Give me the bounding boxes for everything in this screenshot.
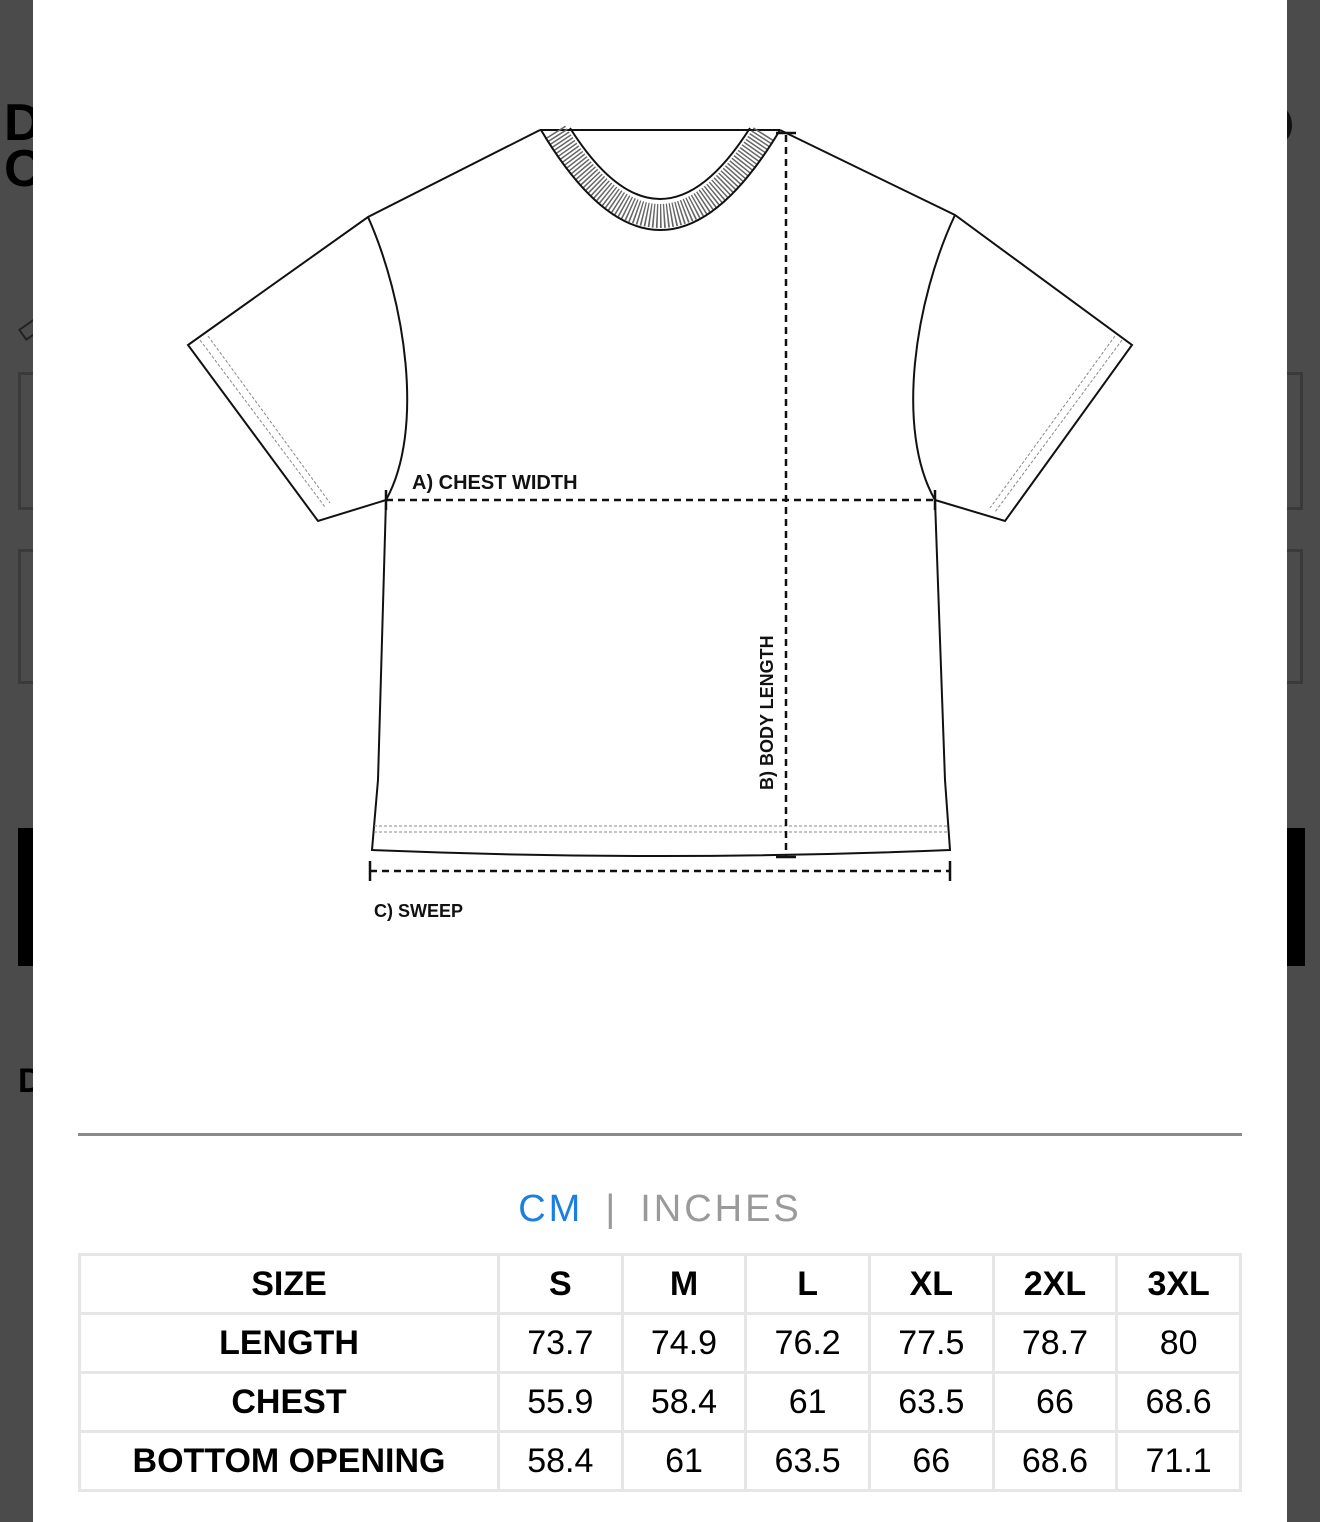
table-cell: 78.7 — [991, 1312, 1119, 1374]
collar-rib — [544, 125, 776, 228]
header-cell: 3XL — [1115, 1253, 1242, 1315]
chest-width-label: A) CHEST WIDTH — [412, 472, 578, 494]
table-cell: 74.9 — [620, 1312, 748, 1374]
row-label: BOTTOM OPENING — [78, 1430, 500, 1492]
table-cell: 58.4 — [620, 1371, 748, 1433]
sweep-label: C) SWEEP — [374, 901, 463, 921]
table-cell: 66 — [867, 1430, 995, 1492]
table-cell: 63.5 — [744, 1430, 871, 1492]
tshirt-outline — [186, 129, 1134, 857]
table-cell: 76.2 — [744, 1312, 871, 1374]
table-cell: 66 — [991, 1371, 1119, 1433]
table-cell: 61 — [620, 1430, 748, 1492]
table-row: BOTTOM OPENING 58.4 61 63.5 66 68.6 71.1 — [78, 1430, 1242, 1492]
unit-separator: | — [605, 1188, 619, 1230]
stitching — [199, 335, 1123, 833]
table-cell: 58.4 — [497, 1430, 624, 1492]
size-chart-table: SIZE S M L XL 2XL 3XL LENGTH 73.7 74.9 7… — [78, 1253, 1242, 1492]
unit-cm-button[interactable]: CM — [518, 1188, 584, 1230]
header-cell: 2XL — [991, 1253, 1119, 1315]
header-cell: S — [497, 1253, 624, 1315]
table-cell: 68.6 — [1115, 1371, 1242, 1433]
table-cell: 77.5 — [867, 1312, 995, 1374]
header-cell: XL — [867, 1253, 995, 1315]
table-cell: 73.7 — [497, 1312, 624, 1374]
table-cell: 63.5 — [867, 1371, 995, 1433]
body-length-label: B) BODY LENGTH — [757, 635, 777, 790]
header-cell: M — [620, 1253, 748, 1315]
tshirt-measurement-diagram: A) CHEST WIDTH B) BODY LENGTH C) SWEEP — [186, 125, 1134, 921]
table-cell: 80 — [1115, 1312, 1242, 1374]
table-cell: 61 — [744, 1371, 871, 1433]
table-row: LENGTH 73.7 74.9 76.2 77.5 78.7 80 — [78, 1312, 1242, 1374]
unit-toggle: CM | INCHES — [0, 1188, 1320, 1231]
table-row: CHEST 55.9 58.4 61 63.5 66 68.6 — [78, 1371, 1242, 1433]
table-cell: 55.9 — [497, 1371, 624, 1433]
row-label: LENGTH — [78, 1312, 500, 1374]
table-cell: 71.1 — [1115, 1430, 1242, 1492]
divider — [78, 1133, 1242, 1136]
table-cell: 68.6 — [991, 1430, 1119, 1492]
header-cell: L — [744, 1253, 871, 1315]
unit-inches-button[interactable]: INCHES — [640, 1188, 802, 1230]
row-label: CHEST — [78, 1371, 500, 1433]
header-cell: SIZE — [78, 1253, 500, 1315]
table-header-row: SIZE S M L XL 2XL 3XL — [78, 1253, 1242, 1315]
